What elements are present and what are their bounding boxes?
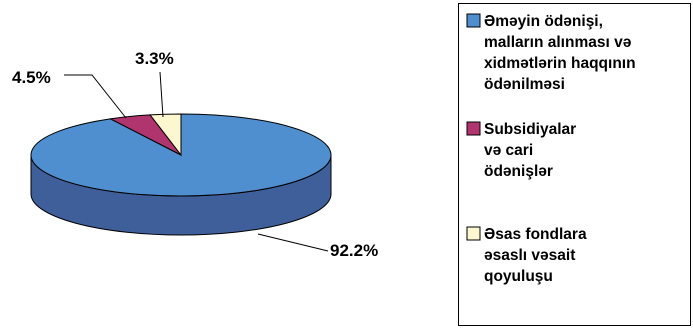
legend-label-2-1: əsaslı vəsait xyxy=(484,247,575,264)
legend-swatch-0 xyxy=(466,13,481,28)
leader-line-2 xyxy=(159,71,164,118)
value-labels: 92.2% 4.5% 3.3% xyxy=(12,49,378,260)
leader-line-1 xyxy=(64,74,127,119)
legend-swatch-2 xyxy=(466,226,481,241)
legend-box xyxy=(458,3,691,326)
legend-label-1-0: Subsidiyalar xyxy=(484,121,576,138)
legend-label-1-1: və cari xyxy=(484,142,533,159)
legend-label-0-3: ödənilməsi xyxy=(484,76,565,93)
legend-swatch-1 xyxy=(466,121,481,136)
legend-label-2-2: qoyuluşu xyxy=(484,268,553,285)
legend-label-0-2: xidmətlərin haqqının xyxy=(484,55,636,72)
legend-label-0-0: Əməyin ödənişi, xyxy=(484,13,603,30)
legend-label-2-0: Əsas fondlara xyxy=(484,226,587,243)
legend-label-1-2: ödənişlər xyxy=(484,163,553,180)
value-label-0: 92.2% xyxy=(330,241,378,260)
value-label-2: 3.3% xyxy=(135,49,174,68)
pie-tops xyxy=(30,113,332,197)
legend-label-0-1: malların alınması və xyxy=(484,34,632,51)
legend: Əməyin ödənişi, malların alınması və xidmə… xyxy=(458,3,691,326)
value-label-1: 4.5% xyxy=(12,68,51,87)
pie-slice-2 xyxy=(149,113,182,157)
leader-line-0 xyxy=(257,233,329,252)
